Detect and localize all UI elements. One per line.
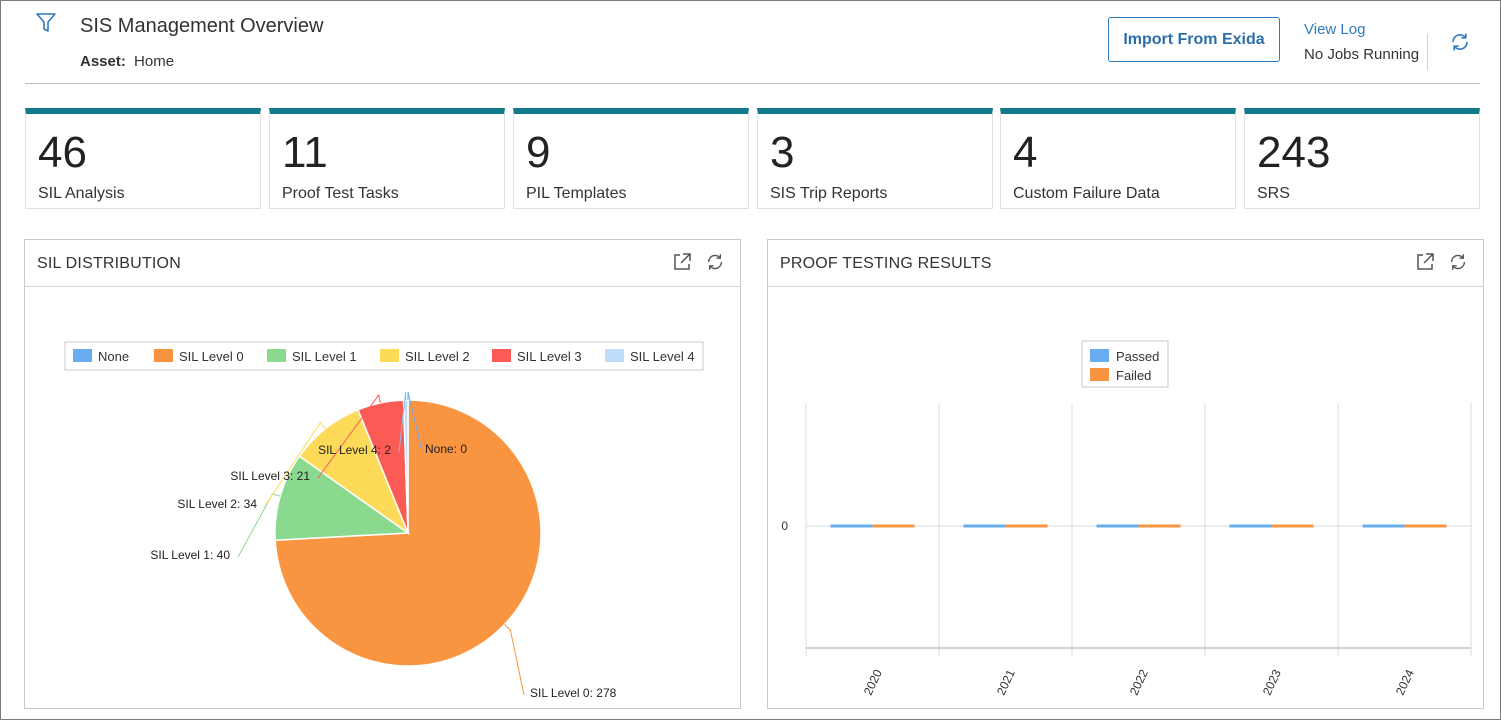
asset-label: Asset: (80, 53, 126, 70)
header-separator (25, 83, 1480, 84)
tile-label: SRS (1257, 185, 1290, 202)
tile-srs[interactable]: 243 SRS (1244, 108, 1480, 209)
bar[interactable] (830, 524, 873, 528)
legend-label[interactable]: SIL Level 2 (405, 349, 470, 364)
legend-swatch (380, 349, 399, 362)
bar[interactable] (872, 524, 915, 528)
pie-data-label: SIL Level 2: 34 (177, 497, 257, 511)
bar[interactable] (1138, 524, 1181, 528)
legend-swatch (73, 349, 92, 362)
pie-connector (317, 393, 381, 479)
panel-header: PROOF TESTING RESULTS (768, 240, 1483, 287)
bar[interactable] (1005, 524, 1048, 528)
refresh-icon[interactable] (1447, 251, 1469, 273)
panel-title: PROOF TESTING RESULTS (780, 255, 992, 272)
sil-distribution-panel: SIL DISTRIBUTION None SIL Level 0 SIL Leve… (24, 239, 741, 709)
pie (274, 399, 542, 667)
x-tick-label: 2021 (994, 667, 1018, 697)
sil-distribution-chart: None SIL Level 0 SIL Level 1 SIL Level 2 SIL… (64, 341, 704, 700)
external-link-icon[interactable] (1414, 251, 1436, 273)
tile-pil-templates[interactable]: 9 PIL Templates (513, 108, 749, 209)
pie-connector (264, 421, 326, 507)
tile-sil-analysis[interactable]: 46 SIL Analysis (25, 108, 261, 209)
panel-header: SIL DISTRIBUTION (25, 240, 740, 287)
tile-count: 243 (1257, 128, 1331, 177)
pie-connector (407, 391, 423, 452)
pie-slice[interactable] (274, 455, 411, 542)
legend-swatch (267, 349, 286, 362)
asset-breadcrumb: Asset: Home (80, 53, 174, 70)
legend-label[interactable]: None (98, 349, 129, 364)
axis: 0 2020 2021 2022 2023 2024 (781, 519, 1417, 697)
tile-label: SIS Trip Reports (770, 185, 888, 202)
tile-label: SIL Analysis (38, 185, 125, 202)
x-tick-label: 2023 (1260, 667, 1284, 697)
tile-count: 4 (1013, 128, 1038, 177)
pie-data-label: SIL Level 0: 278 (530, 686, 617, 700)
tile-count: 46 (38, 128, 87, 177)
view-log-link[interactable]: View Log (1304, 21, 1366, 38)
tile-label: Custom Failure Data (1013, 185, 1160, 202)
import-from-exida-button[interactable]: Import From Exida (1108, 17, 1280, 62)
pie-connector (398, 391, 407, 453)
panel-title: SIL DISTRIBUTION (37, 255, 181, 272)
proof-testing-results-panel: PROOF TESTING RESULTS Passed Failed 0 2020… (767, 239, 1484, 709)
legend-swatch (605, 349, 624, 362)
tile-label: PIL Templates (526, 185, 627, 202)
legend-swatch (154, 349, 173, 362)
legend-label[interactable]: SIL Level 3 (517, 349, 582, 364)
x-tick-label: 2024 (1393, 667, 1417, 697)
header-divider (1427, 34, 1428, 70)
tile-sis-trip-reports[interactable]: 3 SIS Trip Reports (757, 108, 993, 209)
bar[interactable] (1404, 524, 1447, 528)
legend-label[interactable]: SIL Level 1 (292, 349, 357, 364)
tile-custom-failure-data[interactable]: 4 Custom Failure Data (1000, 108, 1236, 209)
pie-labels: None: 0 SIL Level 0: 278 SIL Level 1: 40 SI… (150, 391, 617, 700)
bars (830, 524, 1447, 528)
tile-proof-test-tasks[interactable]: 11 Proof Test Tasks (269, 108, 505, 209)
legend: Passed Failed (1090, 349, 1159, 383)
legend-swatch (1090, 368, 1109, 381)
tile-label: Proof Test Tasks (282, 185, 399, 202)
bar[interactable] (1362, 524, 1405, 528)
bar[interactable] (1271, 524, 1314, 528)
legend-swatch (1090, 349, 1109, 362)
legend-label[interactable]: Failed (1116, 368, 1151, 383)
legend-label[interactable]: Passed (1116, 349, 1159, 364)
pie-connector (504, 624, 525, 696)
tile-count: 3 (770, 128, 795, 177)
asset-value: Home (134, 53, 175, 70)
pie-data-label: SIL Level 3: 21 (230, 469, 310, 483)
refresh-icon[interactable] (1448, 30, 1472, 54)
refresh-icon[interactable] (704, 251, 726, 273)
external-link-icon[interactable] (671, 251, 693, 273)
x-tick-label: 2022 (1127, 667, 1151, 697)
bar[interactable] (963, 524, 1006, 528)
legend: None SIL Level 0 SIL Level 1 SIL Level 2 SIL… (73, 349, 695, 364)
page-title: SIS Management Overview (80, 15, 324, 37)
pie-data-label: SIL Level 4: 2 (318, 443, 391, 457)
bar[interactable] (1096, 524, 1139, 528)
jobs-status: No Jobs Running (1304, 46, 1420, 63)
proof-testing-chart: Passed Failed 0 2020 2021 2022 2023 2024 (781, 340, 1472, 697)
filter-icon[interactable] (35, 12, 57, 34)
legend-label[interactable]: SIL Level 0 (179, 349, 244, 364)
bar[interactable] (1229, 524, 1272, 528)
grid (805, 403, 1472, 656)
x-tick-label: 2020 (861, 667, 885, 697)
tile-count: 11 (282, 128, 328, 177)
pie-data-label: None: 0 (425, 442, 467, 456)
y-tick-label: 0 (781, 519, 788, 533)
legend-swatch (492, 349, 511, 362)
tile-count: 9 (526, 128, 551, 177)
pie-data-label: SIL Level 1: 40 (150, 548, 230, 562)
legend-label[interactable]: SIL Level 4 (630, 349, 695, 364)
